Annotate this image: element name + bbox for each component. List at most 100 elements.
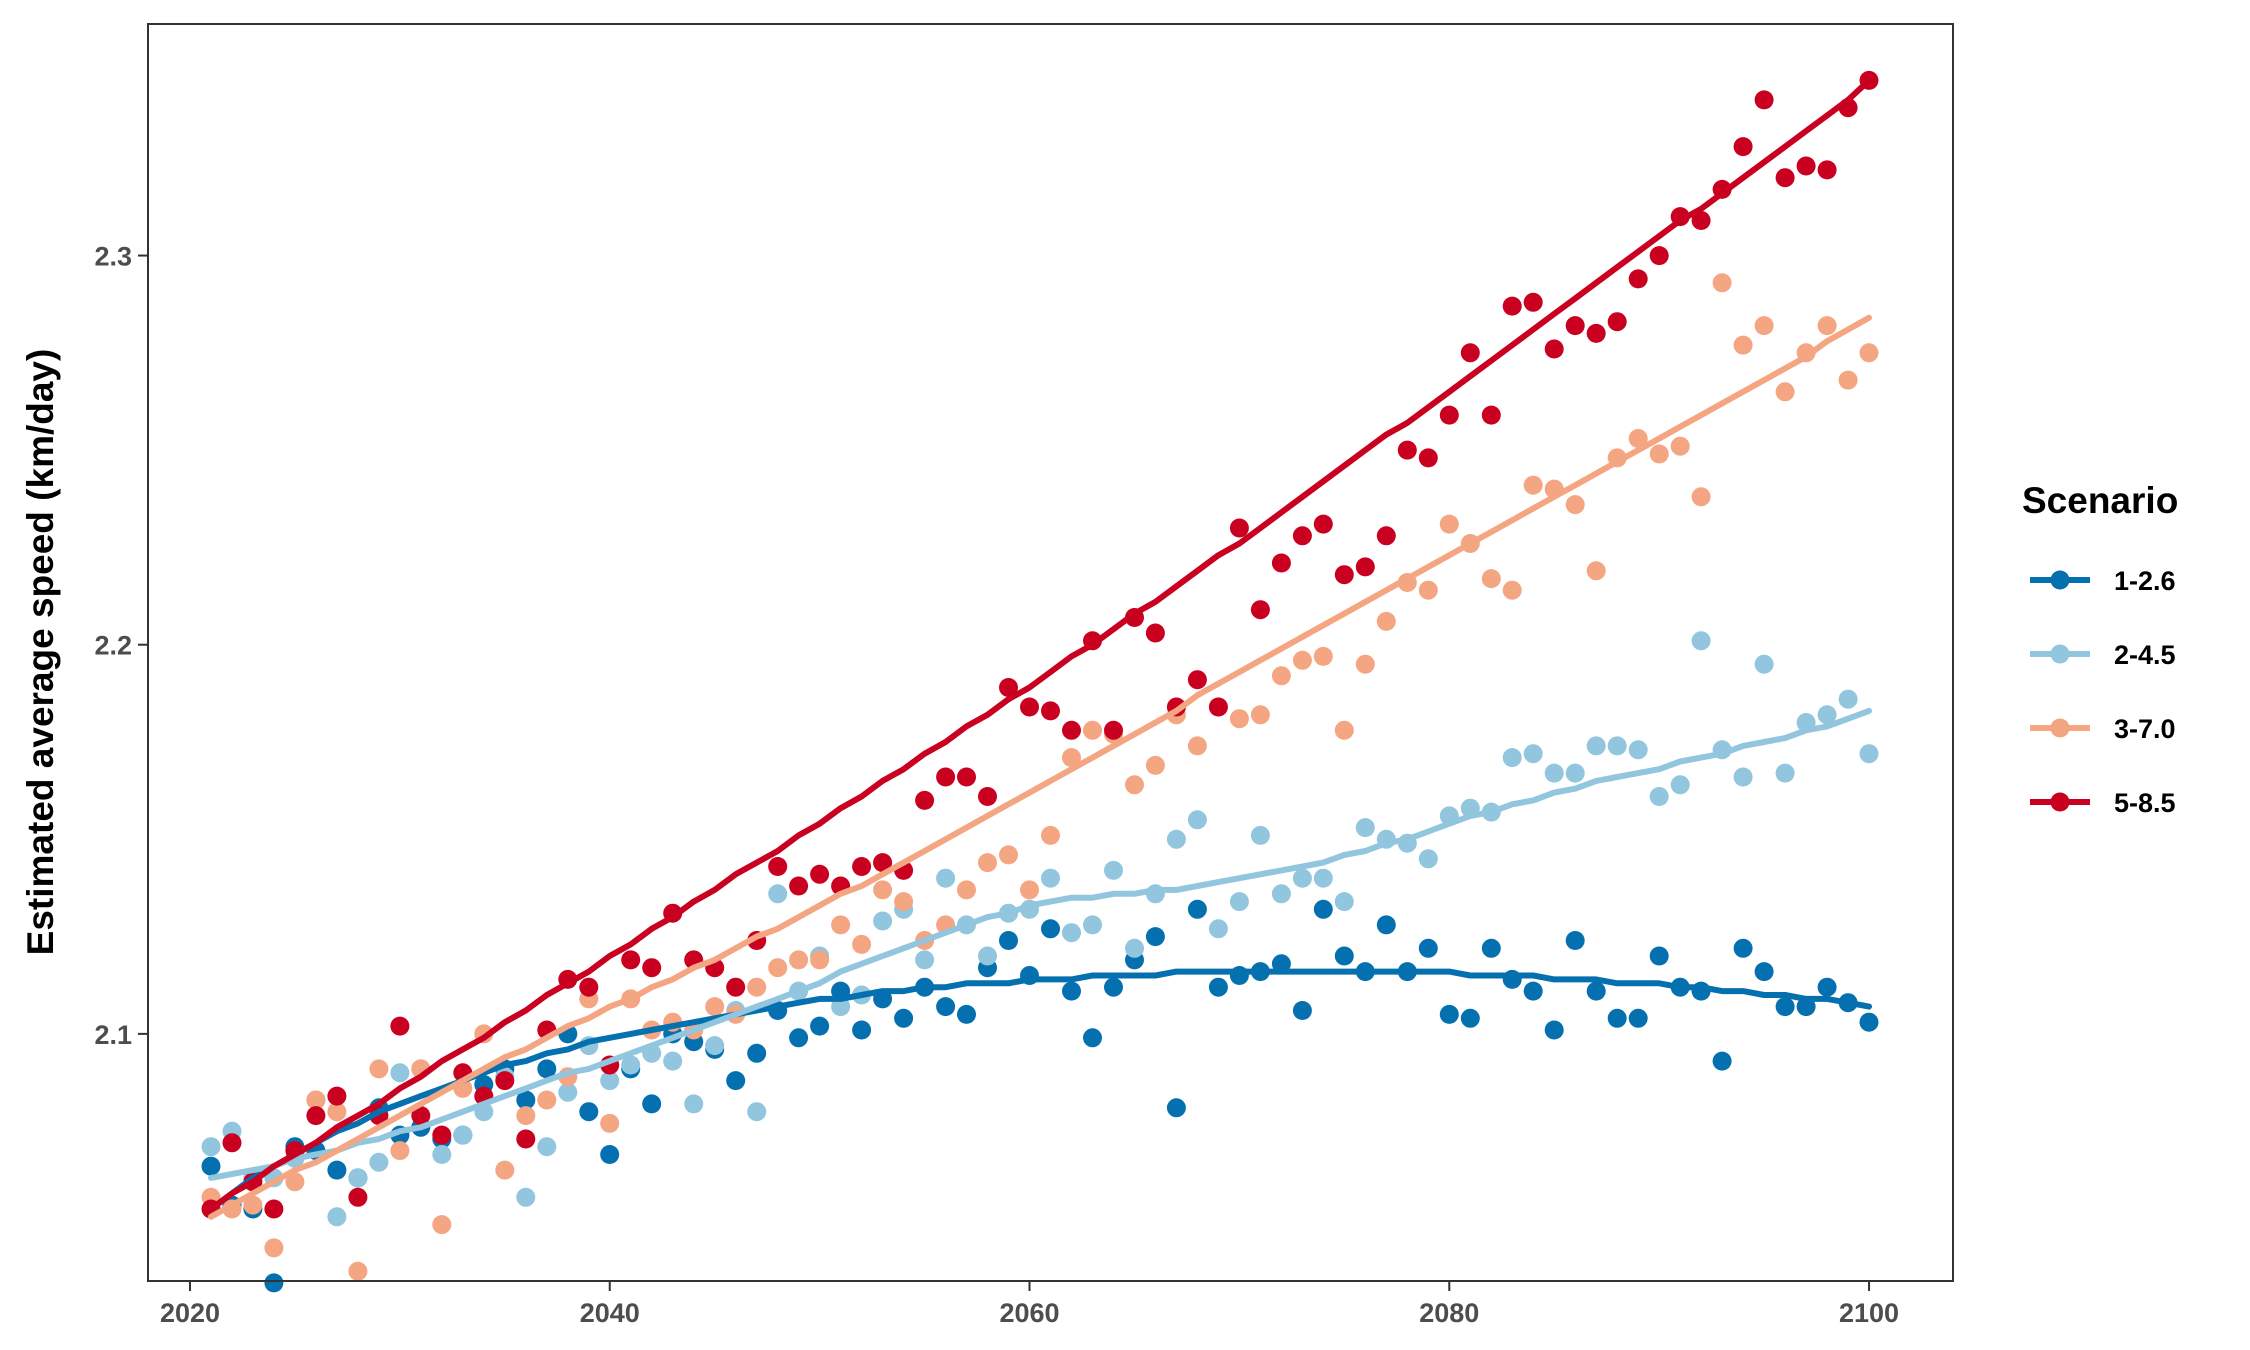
x-tick-label: 2080: [1419, 1298, 1479, 1328]
data-point-3-7-0: [1712, 273, 1732, 293]
data-point-1-2-6: [1439, 1004, 1459, 1024]
legend-key-point-5-8-5: [2050, 792, 2070, 812]
data-point-3-7-0: [1481, 569, 1501, 589]
data-point-3-7-0: [1670, 436, 1690, 456]
data-point-5-8-5: [1397, 440, 1417, 460]
data-point-3-7-0: [1649, 444, 1669, 464]
data-point-3-7-0: [537, 1090, 557, 1110]
x-axis: 2020 2040 2060 2080 2100: [160, 1281, 1899, 1328]
data-point-3-7-0: [1502, 580, 1522, 600]
data-point-5-8-5: [999, 678, 1018, 697]
data-point-1-2-6: [1775, 997, 1795, 1017]
data-point-5-8-5: [1754, 90, 1774, 110]
data-point-3-7-0: [1250, 705, 1270, 725]
data-point-3-7-0: [1376, 611, 1396, 631]
data-point-5-8-5: [978, 787, 997, 806]
data-point-1-2-6: [1754, 962, 1774, 982]
data-point-2-4-5: [1754, 654, 1774, 674]
data-point-3-7-0: [1817, 316, 1837, 336]
data-point-5-8-5: [1481, 405, 1501, 425]
data-point-3-7-0: [999, 845, 1018, 865]
data-point-1-2-6: [747, 1043, 767, 1063]
data-point-5-8-5: [1334, 565, 1354, 585]
data-point-1-2-6: [642, 1094, 662, 1114]
data-point-2-4-5: [1104, 860, 1123, 880]
data-point-3-7-0: [1334, 720, 1354, 740]
data-point-5-8-5: [1313, 514, 1333, 534]
data-point-2-4-5: [369, 1152, 389, 1172]
data-point-1-2-6: [1145, 927, 1165, 947]
data-point-3-7-0: [327, 1102, 347, 1122]
legend-key-point-2-4-5: [2050, 644, 2070, 664]
y-tick-label: 2.3: [94, 242, 132, 272]
data-point-5-8-5: [1062, 720, 1081, 740]
data-point-5-8-5: [1187, 670, 1207, 690]
data-point-1-2-6: [1859, 1012, 1879, 1032]
data-point-5-8-5: [1271, 553, 1291, 573]
data-point-5-8-5: [579, 977, 599, 997]
legend-key-point-3-7-0: [2050, 718, 2070, 738]
data-point-5-8-5: [411, 1106, 431, 1126]
data-point-3-7-0: [432, 1215, 452, 1235]
legend-label-1-2-6: 1-2.6: [2114, 566, 2176, 596]
data-point-2-4-5: [1418, 849, 1438, 869]
data-point-1-2-6: [1607, 1008, 1627, 1028]
data-point-3-7-0: [348, 1261, 368, 1281]
data-point-2-4-5: [1355, 818, 1375, 838]
data-point-3-7-0: [831, 915, 851, 935]
data-point-5-8-5: [1502, 296, 1522, 316]
data-point-5-8-5: [1628, 269, 1648, 289]
data-point-1-2-6: [1649, 946, 1669, 966]
data-point-1-2-6: [1523, 981, 1543, 1001]
y-axis: 2.1 2.2 2.3: [94, 242, 148, 1050]
data-point-1-2-6: [579, 1102, 599, 1122]
data-point-5-8-5: [936, 767, 956, 787]
data-point-3-7-0: [1775, 382, 1795, 402]
data-point-5-8-5: [915, 790, 935, 810]
data-point-5-8-5: [1796, 156, 1816, 176]
legend-key-point-1-2-6: [2050, 570, 2070, 590]
data-point-1-2-6: [1460, 1008, 1480, 1028]
data-point-2-4-5: [1187, 810, 1207, 830]
data-point-2-4-5: [621, 1055, 641, 1075]
data-point-3-7-0: [1838, 370, 1858, 390]
data-point-2-4-5: [768, 884, 788, 904]
data-point-2-4-5: [1859, 744, 1879, 764]
legend-label-5-8-5: 5-8.5: [2114, 788, 2176, 818]
data-point-5-8-5: [1145, 623, 1165, 643]
data-point-1-2-6: [201, 1156, 221, 1176]
data-point-3-7-0: [705, 997, 725, 1017]
data-point-5-8-5: [642, 958, 662, 978]
data-point-3-7-0: [1691, 487, 1711, 507]
data-point-3-7-0: [600, 1113, 620, 1133]
data-point-2-4-5: [1817, 705, 1837, 725]
data-point-2-4-5: [558, 1082, 578, 1102]
data-point-2-4-5: [1502, 748, 1522, 768]
legend-label-2-4-5: 2-4.5: [2114, 640, 2176, 670]
plot-area: [201, 70, 1879, 1293]
data-point-5-8-5: [1376, 526, 1396, 546]
data-point-5-8-5: [621, 950, 641, 970]
data-point-2-4-5: [201, 1137, 221, 1157]
y-axis-title: Estimated average speed (km/day): [20, 349, 61, 956]
data-point-5-8-5: [1292, 526, 1312, 546]
data-point-2-4-5: [600, 1071, 620, 1091]
x-tick-label: 2060: [999, 1298, 1059, 1328]
data-point-2-4-5: [1125, 938, 1144, 958]
data-point-2-4-5: [1250, 825, 1270, 845]
data-point-3-7-0: [894, 892, 914, 912]
data-point-5-8-5: [432, 1125, 452, 1145]
data-point-1-2-6: [789, 1028, 809, 1048]
x-tick-label: 2020: [160, 1298, 220, 1328]
data-point-5-8-5: [1355, 557, 1375, 577]
data-point-2-4-5: [1229, 892, 1249, 912]
data-point-5-8-5: [768, 857, 788, 876]
data-point-5-8-5: [1607, 312, 1627, 332]
legend: Scenario 1-2.6 2-4.5 3-7.0 5-8.5: [2022, 480, 2178, 818]
trend-line-1-2-6: [208, 968, 1872, 1212]
data-point-3-7-0: [810, 950, 830, 970]
data-point-5-8-5: [1649, 246, 1669, 266]
data-point-2-4-5: [1271, 884, 1291, 904]
data-point-5-8-5: [495, 1071, 515, 1091]
data-point-3-7-0: [1586, 561, 1606, 581]
